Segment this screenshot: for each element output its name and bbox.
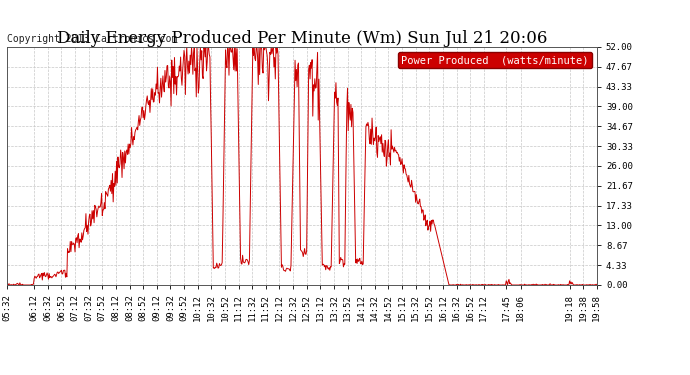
Text: Copyright 2013 Cartronics.com: Copyright 2013 Cartronics.com [7, 34, 177, 45]
Legend: Power Produced  (watts/minute): Power Produced (watts/minute) [398, 52, 591, 68]
Title: Daily Energy Produced Per Minute (Wm) Sun Jul 21 20:06: Daily Energy Produced Per Minute (Wm) Su… [57, 30, 547, 47]
